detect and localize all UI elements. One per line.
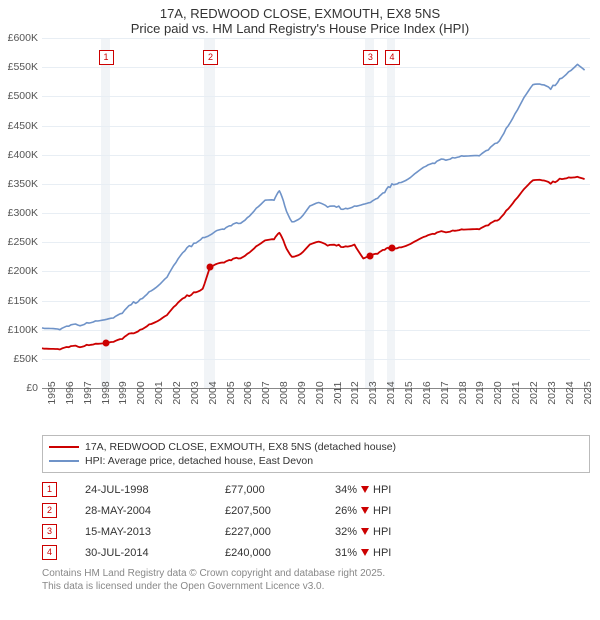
x-tick-label: 1995: [46, 381, 58, 404]
x-tick-label: 2002: [171, 381, 183, 404]
sales-row-marker: 4: [42, 545, 57, 560]
chart-container: 17A, REDWOOD CLOSE, EXMOUTH, EX8 5NS Pri…: [0, 0, 600, 593]
x-tick-label: 2010: [314, 381, 326, 404]
y-tick-label: £600K: [8, 32, 38, 44]
sales-row-pct: 32%HPI: [335, 526, 445, 538]
y-tick-label: £50K: [13, 353, 38, 365]
x-axis: 1995199619971998199920002001200220032004…: [42, 389, 590, 429]
x-tick-label: 2004: [207, 381, 219, 404]
sales-row-price: £77,000: [225, 484, 335, 496]
legend: 17A, REDWOOD CLOSE, EXMOUTH, EX8 5NS (de…: [42, 435, 590, 473]
x-tick-label: 2022: [528, 381, 540, 404]
plot-area: £0£50K£100K£150K£200K£250K£300K£350K£400…: [42, 38, 590, 389]
legend-item: 17A, REDWOOD CLOSE, EXMOUTH, EX8 5NS (de…: [49, 440, 583, 454]
sales-row-pct: 34%HPI: [335, 484, 445, 496]
sales-row-price: £227,000: [225, 526, 335, 538]
legend-swatch: [49, 446, 79, 448]
y-tick-label: £0: [26, 382, 38, 394]
x-tick-label: 1996: [64, 381, 76, 404]
x-tick-label: 2001: [153, 381, 165, 404]
x-tick-label: 1997: [82, 381, 94, 404]
x-tick-label: 2011: [332, 382, 344, 405]
footer: Contains HM Land Registry data © Crown c…: [42, 567, 590, 593]
sales-row: 2 28-MAY-2004£207,50026%HPI: [42, 500, 590, 521]
y-tick-label: £300K: [8, 207, 38, 219]
sales-row: 4 30-JUL-2014£240,00031%HPI: [42, 542, 590, 563]
sales-row-date: 15-MAY-2013: [85, 526, 225, 538]
y-tick-label: £150K: [8, 295, 38, 307]
title-line-1: 17A, REDWOOD CLOSE, EXMOUTH, EX8 5NS: [0, 6, 600, 21]
sale-marker-4: 4: [385, 50, 400, 65]
x-tick-label: 2006: [242, 381, 254, 404]
sales-row-marker: 2: [42, 503, 57, 518]
legend-item: HPI: Average price, detached house, East…: [49, 454, 583, 468]
sales-row-price: £240,000: [225, 547, 335, 559]
x-tick-label: 2007: [260, 381, 272, 404]
x-tick-label: 2024: [564, 381, 576, 404]
x-tick-label: 2015: [403, 381, 415, 404]
sale-marker-1: 1: [99, 50, 114, 65]
x-tick-label: 2008: [278, 381, 290, 404]
sales-row-marker: 3: [42, 524, 57, 539]
sales-row-pct: 31%HPI: [335, 547, 445, 559]
down-arrow-icon: [361, 507, 369, 514]
sales-row: 3 15-MAY-2013£227,00032%HPI: [42, 521, 590, 542]
y-axis: £0£50K£100K£150K£200K£250K£300K£350K£400…: [0, 38, 40, 388]
x-tick-label: 2019: [474, 381, 486, 404]
down-arrow-icon: [361, 528, 369, 535]
legend-label: 17A, REDWOOD CLOSE, EXMOUTH, EX8 5NS (de…: [85, 441, 396, 453]
series-price_paid: [42, 177, 585, 350]
x-tick-label: 2018: [457, 381, 469, 404]
title-line-2: Price paid vs. HM Land Registry's House …: [0, 21, 600, 36]
x-tick-label: 2025: [582, 381, 594, 404]
y-tick-label: £450K: [8, 120, 38, 132]
sales-row-date: 24-JUL-1998: [85, 484, 225, 496]
y-tick-label: £550K: [8, 61, 38, 73]
x-tick-label: 2020: [492, 381, 504, 404]
y-tick-label: £500K: [8, 90, 38, 102]
x-tick-label: 1998: [100, 381, 112, 404]
sales-row-date: 28-MAY-2004: [85, 505, 225, 517]
sale-dot-2: [206, 263, 213, 270]
y-tick-label: £400K: [8, 149, 38, 161]
sales-row-pct: 26%HPI: [335, 505, 445, 517]
x-tick-label: 2016: [421, 381, 433, 404]
y-tick-label: £250K: [8, 236, 38, 248]
sales-row-price: £207,500: [225, 505, 335, 517]
y-tick-label: £350K: [8, 178, 38, 190]
x-tick-label: 2003: [189, 381, 201, 404]
down-arrow-icon: [361, 549, 369, 556]
chart-title: 17A, REDWOOD CLOSE, EXMOUTH, EX8 5NS Pri…: [0, 0, 600, 38]
x-tick-label: 2009: [296, 381, 308, 404]
sales-table: 1 24-JUL-1998£77,00034%HPI 2 28-MAY-2004£20…: [42, 479, 590, 563]
y-tick-label: £200K: [8, 265, 38, 277]
sale-marker-2: 2: [203, 50, 218, 65]
sale-dot-4: [388, 245, 395, 252]
y-tick-label: £100K: [8, 324, 38, 336]
footer-line-1: Contains HM Land Registry data © Crown c…: [42, 567, 590, 580]
chart-svg: [42, 38, 590, 388]
legend-label: HPI: Average price, detached house, East…: [85, 455, 313, 467]
sales-row: 1 24-JUL-1998£77,00034%HPI: [42, 479, 590, 500]
down-arrow-icon: [361, 486, 369, 493]
x-tick-label: 2012: [349, 381, 361, 404]
sale-marker-3: 3: [363, 50, 378, 65]
x-tick-label: 2013: [367, 381, 379, 404]
sales-row-marker: 1: [42, 482, 57, 497]
x-tick-label: 2005: [225, 381, 237, 404]
sale-dot-1: [102, 340, 109, 347]
legend-swatch: [49, 460, 79, 462]
x-tick-label: 2014: [385, 381, 397, 404]
series-hpi: [42, 64, 585, 329]
x-tick-label: 2000: [135, 381, 147, 404]
sales-row-date: 30-JUL-2014: [85, 547, 225, 559]
x-tick-label: 2017: [439, 381, 451, 404]
x-tick-label: 2021: [510, 381, 522, 404]
sale-dot-3: [366, 252, 373, 259]
x-tick-label: 2023: [546, 381, 558, 404]
x-tick-label: 1999: [117, 381, 129, 404]
footer-line-2: This data is licensed under the Open Gov…: [42, 580, 590, 593]
